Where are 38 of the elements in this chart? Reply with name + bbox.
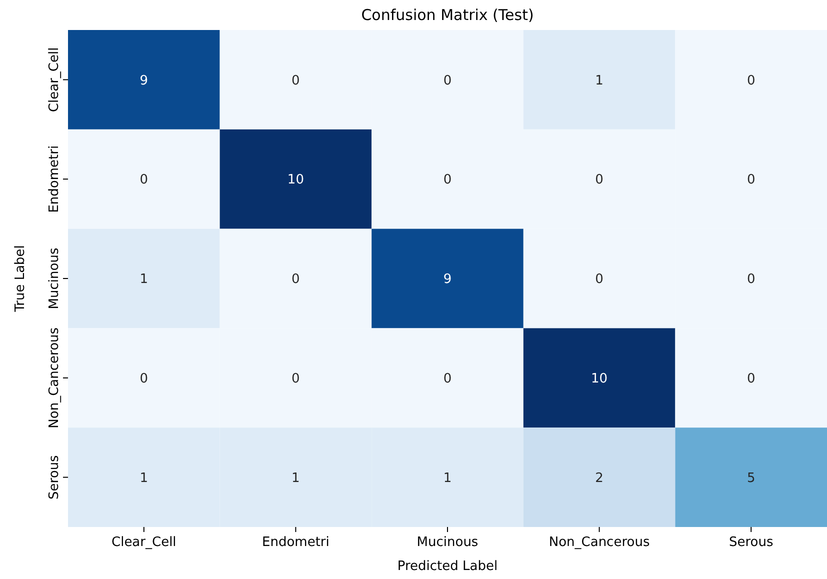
data-label: 0 bbox=[443, 172, 452, 188]
x-tick-label: Serous bbox=[728, 535, 774, 550]
data-label: 0 bbox=[746, 172, 756, 188]
x-tick-label: Non_Cancerous bbox=[548, 535, 650, 550]
data-label: 2 bbox=[595, 470, 604, 486]
data-label: 0 bbox=[292, 73, 300, 88]
x-axis-title: Predicted Label bbox=[397, 559, 498, 574]
data-label: 10 bbox=[287, 172, 304, 188]
y-tick-label: Non_Cancerous bbox=[47, 327, 62, 428]
data-label: 1 bbox=[140, 272, 148, 288]
data-label: 0 bbox=[140, 371, 148, 386]
data-label: 10 bbox=[591, 371, 608, 386]
data-label: 0 bbox=[140, 172, 148, 188]
y-axis-title: True Label bbox=[13, 245, 28, 313]
x-tick-label: Endometri bbox=[262, 535, 330, 550]
data-label: 0 bbox=[595, 272, 604, 288]
data-label: 5 bbox=[746, 470, 756, 486]
data-label: 0 bbox=[292, 371, 300, 386]
x-tick-label: Clear_Cell bbox=[112, 535, 176, 550]
data-label: 1 bbox=[140, 470, 148, 486]
y-tick-label: Endometri bbox=[47, 145, 62, 213]
data-label: 1 bbox=[292, 470, 300, 486]
data-label: 0 bbox=[292, 272, 300, 288]
data-label: 0 bbox=[746, 371, 756, 386]
data-label: 9 bbox=[140, 73, 148, 88]
data-label: 9 bbox=[443, 272, 452, 288]
y-tick-label: Serous bbox=[47, 454, 62, 500]
data-label: 0 bbox=[746, 73, 756, 88]
data-label: 1 bbox=[443, 470, 452, 486]
data-label: 0 bbox=[443, 371, 452, 386]
data-label: 1 bbox=[595, 73, 604, 88]
y-tick-label: Mucinous bbox=[47, 248, 62, 310]
y-tick-label: Clear_Cell bbox=[47, 47, 62, 112]
data-label: 0 bbox=[595, 172, 604, 188]
chart-title: Confusion Matrix (Test) bbox=[361, 6, 534, 24]
data-label: 0 bbox=[746, 272, 756, 288]
data-label: 0 bbox=[443, 73, 452, 88]
x-tick-label: Mucinous bbox=[416, 535, 478, 550]
